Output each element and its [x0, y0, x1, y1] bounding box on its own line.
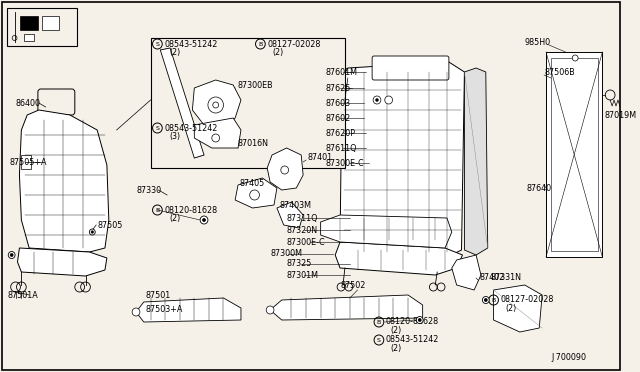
Polygon shape	[267, 148, 303, 190]
Text: S: S	[377, 337, 381, 343]
Text: B: B	[156, 208, 159, 212]
FancyBboxPatch shape	[21, 155, 31, 169]
Polygon shape	[160, 48, 204, 158]
Text: 87505+A: 87505+A	[10, 157, 47, 167]
Text: 87611Q: 87611Q	[326, 144, 357, 153]
Text: 87505: 87505	[97, 221, 122, 230]
Polygon shape	[321, 215, 452, 248]
Text: B: B	[492, 298, 496, 302]
Text: 87311Q: 87311Q	[287, 214, 318, 222]
FancyBboxPatch shape	[20, 16, 38, 30]
Polygon shape	[235, 178, 277, 208]
Polygon shape	[340, 62, 465, 258]
Text: 87300EB: 87300EB	[237, 80, 273, 90]
Polygon shape	[335, 242, 463, 275]
Text: 87640: 87640	[527, 183, 552, 192]
FancyBboxPatch shape	[24, 34, 34, 41]
Polygon shape	[136, 298, 241, 322]
Polygon shape	[270, 295, 422, 320]
Polygon shape	[277, 202, 303, 228]
Text: S: S	[156, 42, 159, 46]
FancyBboxPatch shape	[546, 52, 602, 257]
Text: 87402: 87402	[480, 273, 505, 282]
Text: B: B	[377, 320, 381, 324]
Circle shape	[132, 308, 140, 316]
Circle shape	[212, 102, 219, 108]
Circle shape	[203, 218, 205, 221]
Polygon shape	[195, 118, 241, 148]
Circle shape	[484, 298, 487, 301]
Text: 87330: 87330	[136, 186, 161, 195]
Polygon shape	[17, 248, 107, 276]
Circle shape	[385, 96, 392, 104]
Text: 87401: 87401	[308, 153, 333, 161]
Text: 08120-81628: 08120-81628	[164, 205, 218, 215]
Text: 87301M: 87301M	[287, 270, 319, 279]
Text: 87503+A: 87503+A	[146, 305, 183, 314]
Text: (2): (2)	[169, 214, 180, 222]
Circle shape	[8, 251, 15, 259]
Text: 87300E-C: 87300E-C	[326, 158, 364, 167]
Circle shape	[572, 55, 578, 61]
Text: (2): (2)	[390, 326, 402, 334]
Text: 87603: 87603	[326, 99, 351, 108]
FancyBboxPatch shape	[38, 89, 75, 115]
Text: (2): (2)	[272, 48, 284, 57]
Circle shape	[376, 99, 378, 102]
FancyBboxPatch shape	[551, 58, 598, 251]
Text: 08543-51242: 08543-51242	[164, 39, 218, 48]
Text: 87019M: 87019M	[604, 110, 636, 119]
Text: 87320N: 87320N	[287, 225, 317, 234]
Text: 87602: 87602	[326, 113, 351, 122]
Text: 87620P: 87620P	[326, 128, 355, 138]
Text: (2): (2)	[169, 48, 180, 57]
Circle shape	[266, 306, 274, 314]
Text: 87502: 87502	[340, 280, 365, 289]
Circle shape	[419, 318, 421, 321]
Text: 86400: 86400	[15, 99, 40, 108]
Polygon shape	[493, 285, 542, 332]
Circle shape	[483, 296, 489, 304]
Text: 87325: 87325	[287, 260, 312, 269]
Text: 87016N: 87016N	[237, 138, 268, 148]
Circle shape	[373, 96, 381, 104]
Text: J 700090: J 700090	[552, 353, 587, 362]
Text: 87300M: 87300M	[270, 250, 302, 259]
Text: (2): (2)	[505, 304, 516, 312]
Circle shape	[417, 317, 423, 324]
Text: 985H0: 985H0	[525, 38, 551, 46]
Text: 87501A: 87501A	[8, 291, 38, 299]
Polygon shape	[19, 110, 109, 252]
Text: S: S	[156, 125, 159, 131]
Text: (2): (2)	[390, 343, 402, 353]
Text: 87501: 87501	[146, 291, 171, 299]
Polygon shape	[452, 255, 481, 290]
FancyBboxPatch shape	[42, 16, 60, 30]
FancyBboxPatch shape	[2, 2, 620, 370]
Text: 08543-51242: 08543-51242	[386, 336, 439, 344]
FancyBboxPatch shape	[372, 56, 449, 80]
Text: 87300E-C: 87300E-C	[287, 237, 325, 247]
Text: 08127-02028: 08127-02028	[267, 39, 321, 48]
Circle shape	[200, 216, 208, 224]
Text: 08543-51242: 08543-51242	[164, 124, 218, 132]
Text: B: B	[259, 42, 262, 46]
Text: 87331N: 87331N	[491, 273, 522, 282]
Circle shape	[90, 229, 95, 235]
Circle shape	[91, 231, 93, 233]
Text: (3): (3)	[169, 131, 180, 141]
Text: 87403M: 87403M	[280, 201, 312, 209]
Text: 87506B: 87506B	[544, 67, 575, 77]
Text: 08120-81628: 08120-81628	[386, 317, 439, 327]
Text: 87405: 87405	[240, 179, 265, 187]
Text: 87625: 87625	[326, 83, 351, 93]
Circle shape	[10, 253, 13, 257]
FancyBboxPatch shape	[150, 38, 345, 168]
FancyBboxPatch shape	[7, 8, 77, 46]
Text: 87601M: 87601M	[326, 67, 358, 77]
Polygon shape	[193, 80, 241, 130]
Polygon shape	[465, 68, 488, 255]
Text: 08127-02028: 08127-02028	[500, 295, 554, 305]
